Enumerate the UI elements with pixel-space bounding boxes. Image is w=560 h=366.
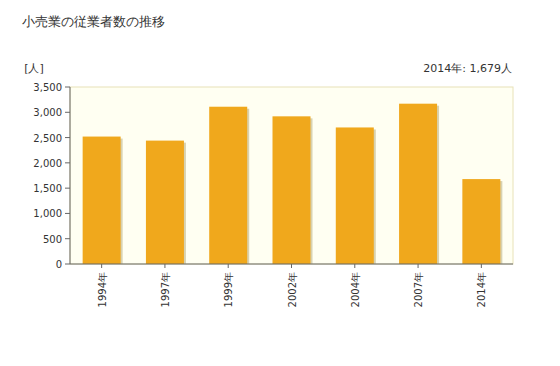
y-label: [人] [24, 62, 44, 75]
bar [462, 179, 500, 264]
bar [273, 116, 311, 264]
y-tick [65, 264, 70, 265]
y-tick-label: 500 [43, 234, 62, 245]
x-tick-label: 1997年 [160, 272, 171, 307]
bar [336, 127, 374, 264]
x-tick [481, 264, 482, 268]
y-tick [65, 87, 70, 88]
y-tick-label: 3,000 [33, 107, 62, 118]
title: 小売業の従業者数の推移 [22, 14, 165, 29]
y-tick-label: 0 [56, 259, 62, 270]
y-axis [70, 87, 71, 264]
y-tick [65, 112, 70, 113]
y-tick-label: 2,500 [33, 133, 62, 144]
x-tick [291, 264, 292, 268]
x-tick [228, 264, 229, 268]
bars [83, 104, 503, 264]
x-tick-label: 2002年 [287, 272, 298, 307]
y-tick-label: 2,000 [33, 158, 62, 169]
x-tick-label: 2004年 [350, 272, 361, 307]
y-tick [65, 137, 70, 138]
x-tick-label: 2007年 [413, 272, 424, 307]
y-tick-label: 1,500 [33, 183, 62, 194]
y-tick [65, 238, 70, 239]
x-tick [164, 264, 165, 268]
chart: 小売業の従業者数の推移 [人] 2014年: 1,679人 0 500 1,000 1,50… [0, 0, 560, 366]
y-tick [65, 162, 70, 163]
annotation: 2014年: 1,679人 [423, 62, 512, 75]
y-tick-label: 3,500 [33, 82, 62, 93]
y-tick-label: 1,000 [33, 208, 62, 219]
x-tick [418, 264, 419, 268]
bar [83, 137, 121, 264]
plot-area [70, 87, 513, 264]
x-tick-label: 1994年 [97, 272, 108, 307]
x-tick [354, 264, 355, 268]
x-tick [101, 264, 102, 268]
bar [146, 141, 184, 264]
x-tick-label: 1999年 [223, 272, 234, 307]
bar [209, 107, 247, 264]
bar [399, 104, 437, 264]
y-tick [65, 188, 70, 189]
x-tick-label: 2014年 [476, 272, 487, 307]
y-tick [65, 213, 70, 214]
